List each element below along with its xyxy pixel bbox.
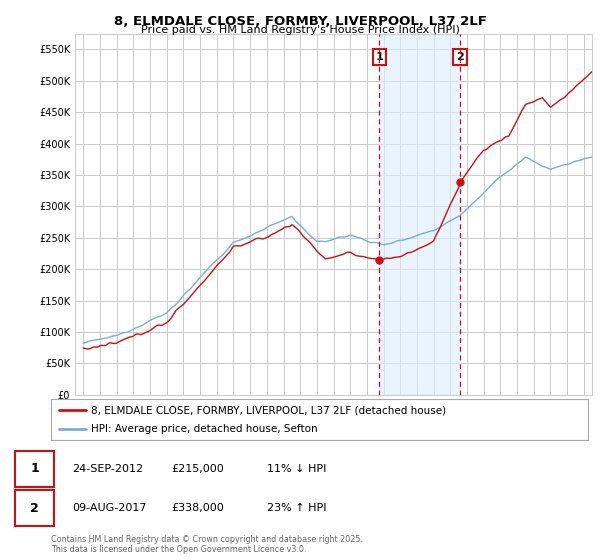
Text: 2: 2 bbox=[30, 502, 39, 515]
Text: £338,000: £338,000 bbox=[171, 503, 224, 513]
Text: 09-AUG-2017: 09-AUG-2017 bbox=[72, 503, 146, 513]
Text: 24-SEP-2012: 24-SEP-2012 bbox=[72, 464, 143, 474]
Text: 2: 2 bbox=[456, 52, 464, 62]
Text: 1: 1 bbox=[30, 463, 39, 475]
Text: Contains HM Land Registry data © Crown copyright and database right 2025.
This d: Contains HM Land Registry data © Crown c… bbox=[51, 535, 363, 554]
Text: 8, ELMDALE CLOSE, FORMBY, LIVERPOOL, L37 2LF (detached house): 8, ELMDALE CLOSE, FORMBY, LIVERPOOL, L37… bbox=[91, 405, 446, 415]
Text: 1: 1 bbox=[376, 52, 383, 62]
Text: 8, ELMDALE CLOSE, FORMBY, LIVERPOOL, L37 2LF: 8, ELMDALE CLOSE, FORMBY, LIVERPOOL, L37… bbox=[113, 15, 487, 27]
Text: 23% ↑ HPI: 23% ↑ HPI bbox=[267, 503, 326, 513]
Text: HPI: Average price, detached house, Sefton: HPI: Average price, detached house, Seft… bbox=[91, 424, 318, 433]
Text: 11% ↓ HPI: 11% ↓ HPI bbox=[267, 464, 326, 474]
Text: Price paid vs. HM Land Registry's House Price Index (HPI): Price paid vs. HM Land Registry's House … bbox=[140, 25, 460, 35]
Bar bbox=[379, 34, 460, 395]
Text: £215,000: £215,000 bbox=[171, 464, 224, 474]
